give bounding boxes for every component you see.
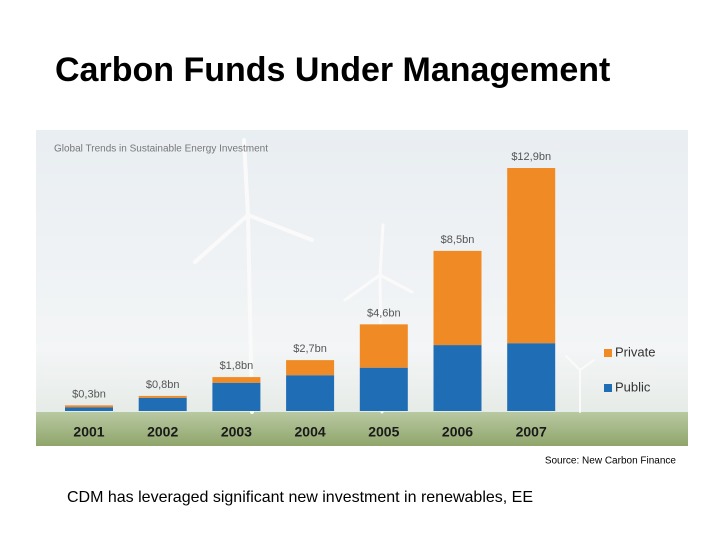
source: Source: New Carbon Finance: [545, 456, 677, 467]
x-tick-label: 2002: [147, 424, 178, 440]
bar-segment: [359, 324, 408, 368]
bar-segment: [65, 407, 113, 411]
bar-segment: [138, 397, 187, 411]
total-label: $8,5bn: [441, 234, 475, 246]
total-label: $2,7bn: [293, 343, 327, 355]
x-tick-label: 2007: [516, 424, 547, 440]
x-tick-label: 2004: [295, 424, 326, 440]
ground: [36, 412, 688, 446]
caption: CDM has leveraged significant new invest…: [67, 489, 533, 506]
bar-segment: [433, 250, 482, 346]
total-label: $12,9bn: [511, 151, 551, 163]
bar-segment: [359, 367, 408, 411]
total-label: $0,8bn: [146, 379, 180, 391]
legend-label: Private: [615, 344, 655, 359]
bar-segment: [433, 345, 482, 411]
chart-title: Global Trends in Sustainable Energy Inve…: [54, 144, 268, 155]
total-label: $0,3bn: [72, 388, 106, 400]
bar-segment: [286, 375, 335, 411]
slide-title: Carbon Funds Under Management: [55, 51, 610, 89]
bar-segment: [65, 405, 113, 408]
x-tick-label: 2003: [221, 424, 252, 440]
legend-label: Public: [615, 379, 651, 394]
bar-segment: [212, 377, 261, 383]
x-tick-label: 2005: [368, 424, 399, 440]
bar-segment: [212, 382, 261, 411]
plot: $0,3bn 2001 $0,8bn 2002 $1,8bn 2003 $2,7bn 2004…: [65, 151, 655, 440]
legend-swatch: [604, 384, 612, 392]
x-tick-label: 2001: [73, 424, 104, 440]
total-label: $1,8bn: [220, 360, 254, 372]
turbines: [193, 138, 595, 414]
x-tick-label: 2006: [442, 424, 473, 440]
bar-segment: [138, 395, 187, 398]
bar-segment: [286, 360, 335, 376]
total-label: $4,6bn: [367, 307, 401, 319]
legend-swatch: [604, 349, 612, 357]
bar-segment: [507, 343, 556, 411]
bar-segment: [507, 168, 556, 344]
